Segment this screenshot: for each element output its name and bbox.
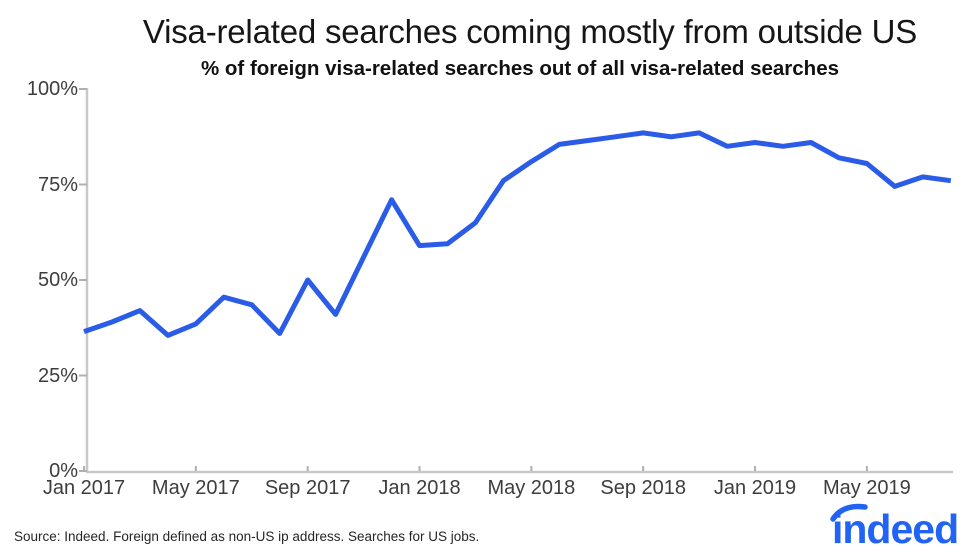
indeed-logo-text: indeed bbox=[832, 506, 958, 549]
x-axis-label: May 2019 bbox=[822, 477, 911, 499]
y-axis-label: 50% bbox=[37, 269, 78, 291]
data-series-line bbox=[83, 130, 952, 338]
y-axis-label: 100% bbox=[26, 78, 78, 100]
x-axis-label: May 2018 bbox=[487, 477, 576, 499]
x-axis-label: Jan 2018 bbox=[378, 477, 461, 499]
y-axis-label: 75% bbox=[37, 173, 78, 196]
indeed-logo-arc-icon bbox=[830, 503, 868, 522]
x-axis-label: Sep 2018 bbox=[600, 477, 686, 499]
x-axis-label: Sep 2017 bbox=[264, 477, 351, 499]
chart-subtitle: % of foreign visa-related searches out o… bbox=[200, 57, 840, 80]
indeed-logo: indeed bbox=[830, 503, 959, 549]
x-axis-label: Jan 2019 bbox=[713, 477, 797, 499]
y-axis-label: 25% bbox=[37, 364, 78, 387]
axis-lines bbox=[85, 88, 953, 474]
chart-title: Visa-related searches coming mostly from… bbox=[142, 13, 918, 50]
x-axis-label: Jan 2017 bbox=[42, 477, 126, 499]
x-axis-label: May 2017 bbox=[151, 477, 240, 499]
source-note: Source: Indeed. Foreign defined as non-U… bbox=[14, 529, 480, 544]
y-axis-label: 0% bbox=[49, 460, 78, 482]
